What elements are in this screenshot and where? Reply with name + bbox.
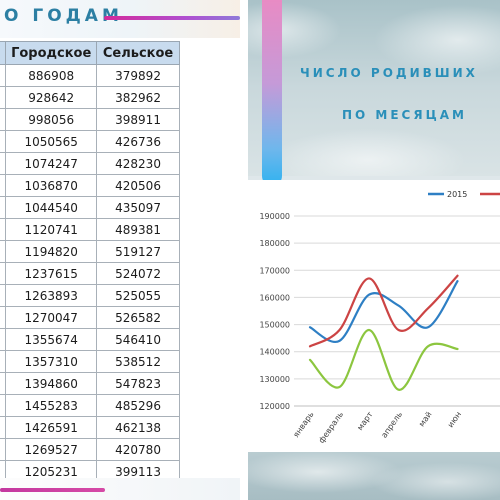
table-row: 886908 379892: [0, 64, 180, 87]
table-row: 998056 398911: [0, 108, 180, 131]
urban-cell: 1074247: [5, 152, 98, 175]
rural-cell: 524072: [96, 262, 180, 285]
header-rural: Сельское: [96, 41, 180, 65]
urban-cell: 1205231: [5, 460, 98, 483]
rural-cell: 428230: [96, 152, 180, 175]
rural-cell: 546410: [96, 328, 180, 351]
table-row: 1237615 524072: [0, 262, 180, 285]
y-tick-label: 140000: [259, 348, 290, 357]
urban-cell: 1050565: [5, 130, 98, 153]
y-tick-label: 150000: [259, 321, 290, 330]
table-row: 1394860 547823: [0, 372, 180, 395]
x-tick-label: январь: [291, 410, 315, 440]
rural-cell: 485296: [96, 394, 180, 417]
rural-cell: 398911: [96, 108, 180, 131]
table-row: 1455283 485296: [0, 394, 180, 417]
rural-cell: 462138: [96, 416, 180, 439]
table-row: 1074247 428230: [0, 152, 180, 175]
urban-cell: 1194820: [5, 240, 98, 263]
table-row: 1263893 525055: [0, 284, 180, 307]
urban-cell: 1455283: [5, 394, 98, 417]
rural-cell: 379892: [96, 64, 180, 87]
table-row: 1050565 426736: [0, 130, 180, 153]
left-bottom-band: [0, 478, 240, 500]
table-row: 1120741 489381: [0, 218, 180, 241]
table-row: 1044540 435097: [0, 196, 180, 219]
accent-bar: [262, 0, 282, 186]
y-tick-label: 130000: [259, 375, 290, 384]
y-tick-label: 120000: [259, 402, 290, 411]
table-header-row: ся Городское Сельское: [0, 41, 180, 65]
table-row: 1270047 526582: [0, 306, 180, 329]
urban-cell: 928642: [5, 86, 98, 109]
x-tick-label: март: [355, 410, 374, 432]
left-title: О ГОДАМ: [4, 6, 123, 26]
x-tick-label: май: [417, 410, 434, 428]
yearly-births-panel: О ГОДАМ ся Городское Сельское 8869083798…: [0, 0, 240, 500]
urban-cell: 1357310: [5, 350, 98, 373]
table-row: 1269527 420780: [0, 438, 180, 461]
series-line-2: [308, 274, 459, 348]
bottom-accent-line: [0, 488, 105, 492]
monthly-chart: 120000 130000 140000 150000 160000 170000 1800…: [248, 180, 500, 452]
table-row: 1357310 538512: [0, 350, 180, 373]
urban-cell: 1269527: [5, 438, 98, 461]
urban-cell: 1394860: [5, 372, 98, 395]
y-tick-label: 190000: [259, 212, 290, 221]
x-tick-label: апрель: [380, 410, 405, 440]
rural-cell: 526582: [96, 306, 180, 329]
y-tick-label: 170000: [259, 266, 290, 275]
header-urban: Городское: [5, 41, 98, 65]
rural-cell: 382962: [96, 86, 180, 109]
urban-cell: 1237615: [5, 262, 98, 285]
rural-cell: 420780: [96, 438, 180, 461]
y-tick-label: 160000: [259, 293, 290, 302]
urban-cell: 1120741: [5, 218, 98, 241]
births-table: ся Городское Сельское 886908379892928642…: [0, 41, 180, 500]
table-row: 928642 382962: [0, 86, 180, 109]
x-tick-label: февраль: [317, 410, 345, 445]
table-row: 1194820 519127: [0, 240, 180, 263]
rural-cell: 547823: [96, 372, 180, 395]
bottom-background: [248, 452, 500, 500]
y-tick-label: 180000: [259, 239, 290, 248]
urban-cell: 1426591: [5, 416, 98, 439]
panel-title-line2: ПО МЕСЯЦАМ: [342, 108, 467, 122]
rural-cell: 519127: [96, 240, 180, 263]
rural-cell: 525055: [96, 284, 180, 307]
urban-cell: 1355674: [5, 328, 98, 351]
rural-cell: 489381: [96, 218, 180, 241]
series-line-3: [308, 328, 459, 391]
monthly-births-panel: ЧИСЛО РОДИВШИХ ПО МЕСЯЦАМ 120000 130000 14…: [248, 0, 500, 500]
rural-cell: 426736: [96, 130, 180, 153]
table-row: 1426591 462138: [0, 416, 180, 439]
urban-cell: 1270047: [5, 306, 98, 329]
line-chart-svg: 120000 130000 140000 150000 160000 170000 1800…: [259, 190, 500, 445]
sky-background: [248, 0, 500, 176]
urban-cell: 1044540: [5, 196, 98, 219]
panel-title-line1: ЧИСЛО РОДИВШИХ: [300, 66, 478, 80]
series-line-1: [308, 280, 459, 344]
urban-cell: 1263893: [5, 284, 98, 307]
rural-cell: 538512: [96, 350, 180, 373]
legend-label-2015: 2015: [447, 190, 467, 199]
title-underline: [104, 16, 240, 20]
urban-cell: 1036870: [5, 174, 98, 197]
rural-cell: 435097: [96, 196, 180, 219]
rural-cell: 420506: [96, 174, 180, 197]
x-tick-label: июн: [446, 410, 463, 429]
table-row: 1355674 546410: [0, 328, 180, 351]
urban-cell: 886908: [5, 64, 98, 87]
urban-cell: 998056: [5, 108, 98, 131]
table-row: 1036870 420506: [0, 174, 180, 197]
